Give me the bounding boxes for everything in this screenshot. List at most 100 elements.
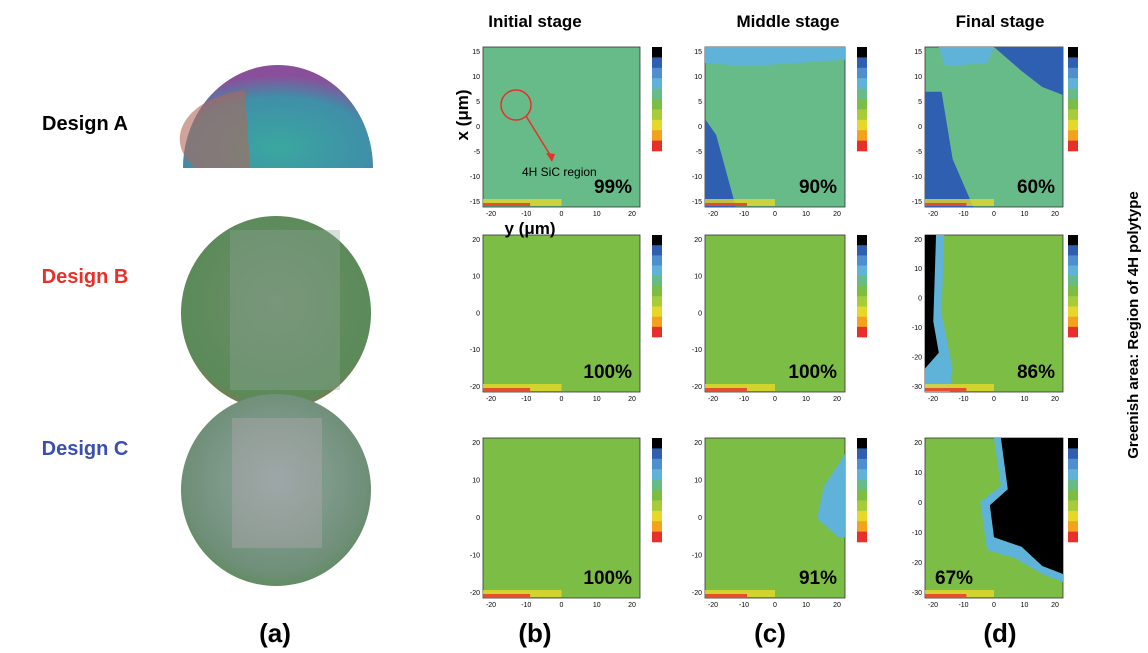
colorbar-segment <box>652 306 662 317</box>
column-header: Initial stage <box>488 12 582 31</box>
colorbar-segment <box>1068 245 1078 256</box>
vertical-tick-label: 20 <box>694 440 702 447</box>
horizontal-tick-label: 20 <box>1051 211 1059 218</box>
colorbar-segment <box>857 438 867 449</box>
colorbar-segment <box>1068 130 1078 141</box>
colorbar-segment <box>652 327 662 338</box>
percentage: 67% <box>935 568 973 589</box>
vertical-tick-label: -10 <box>912 530 922 537</box>
colorbar-segment <box>1068 459 1078 470</box>
colorbar-segment <box>652 511 662 522</box>
horizontal-tick-label: 0 <box>773 396 777 403</box>
vertical-tick-label: -30 <box>912 384 922 391</box>
edge-band <box>483 594 530 597</box>
colorbar-segment <box>652 130 662 141</box>
colorbar-segment <box>1068 500 1078 511</box>
colorbar-segment <box>857 235 867 246</box>
colorbar-segment <box>857 130 867 141</box>
colorbar-segment <box>1068 511 1078 522</box>
vertical-tick-label: -15 <box>692 199 702 206</box>
colorbar-segment <box>652 276 662 287</box>
colorbar-segment <box>857 99 867 110</box>
colorbar-segment <box>652 317 662 328</box>
vertical-tick-label: -20 <box>912 560 922 567</box>
vertical-tick-label: -5 <box>474 149 480 156</box>
vertical-tick-label: -5 <box>696 149 702 156</box>
colorbar-segment <box>857 141 867 152</box>
horizontal-tick-label: 0 <box>773 211 777 218</box>
percentage: 100% <box>583 362 632 383</box>
panel-label: (d) <box>983 618 1016 648</box>
vertical-tick-label: -20 <box>470 384 480 391</box>
vertical-tick-label: 10 <box>694 477 702 484</box>
row-label: Design C <box>42 438 129 460</box>
colorbar-segment <box>652 521 662 532</box>
horizontal-tick-label: 0 <box>992 602 996 609</box>
figure: Initial stageMiddle stageFinal stageDesi… <box>0 0 1148 653</box>
colorbar-segment <box>652 459 662 470</box>
vertical-tick-label: -10 <box>470 347 480 354</box>
horizontal-tick-label: 0 <box>992 211 996 218</box>
colorbar-segment <box>652 490 662 501</box>
colorbar-segment <box>857 469 867 480</box>
vertical-tick-label: 15 <box>472 49 480 56</box>
colorbar-segment <box>1068 306 1078 317</box>
horizontal-tick-label: -10 <box>958 211 968 218</box>
colorbar-segment <box>1068 47 1078 58</box>
horizontal-tick-label: -10 <box>521 602 531 609</box>
vertical-tick-label: 15 <box>694 49 702 56</box>
colorbar-segment <box>857 480 867 491</box>
colorbar-segment <box>1068 521 1078 532</box>
vertical-tick-label: 0 <box>698 310 702 317</box>
panel-label: (c) <box>754 618 786 648</box>
colorbar-segment <box>857 317 867 328</box>
horizontal-tick-label: -10 <box>958 602 968 609</box>
horizontal-tick-label: -10 <box>958 396 968 403</box>
horizontal-tick-label: -10 <box>739 602 749 609</box>
colorbar-segment <box>857 286 867 297</box>
colorbar-segment <box>652 266 662 277</box>
vertical-tick-label: -10 <box>912 325 922 332</box>
vertical-tick-label: -15 <box>470 199 480 206</box>
colorbar-segment <box>1068 296 1078 307</box>
colorbar-segment <box>857 109 867 120</box>
horizontal-tick-label: 20 <box>1051 602 1059 609</box>
horizontal-tick-label: 0 <box>560 602 564 609</box>
vertical-tick-label: 0 <box>698 124 702 131</box>
colorbar-segment <box>857 255 867 266</box>
vertical-tick-label: 15 <box>914 49 922 56</box>
vertical-tick-label: -5 <box>916 149 922 156</box>
vertical-tick-label: 10 <box>472 74 480 81</box>
colorbar-segment <box>857 532 867 543</box>
horizontal-tick-label: 10 <box>802 211 810 218</box>
vertical-tick-label: 20 <box>914 237 922 244</box>
horizontal-tick-label: 10 <box>593 396 601 403</box>
colorbar-segment <box>652 469 662 480</box>
horizontal-tick-label: 20 <box>833 211 841 218</box>
row-label: Design A <box>42 113 128 135</box>
vertical-tick-label: -10 <box>470 174 480 181</box>
colorbar-segment <box>652 286 662 297</box>
colorbar-segment <box>857 276 867 287</box>
vertical-tick-label: -20 <box>912 354 922 361</box>
colorbar-segment <box>1068 490 1078 501</box>
colorbar-segment <box>652 47 662 58</box>
horizontal-tick-label: -20 <box>486 602 496 609</box>
colorbar-segment <box>857 306 867 317</box>
colorbar-segment <box>857 490 867 501</box>
vertical-tick-label: 0 <box>918 124 922 131</box>
horizontal-tick-label: 10 <box>593 602 601 609</box>
vertical-tick-label: 20 <box>472 440 480 447</box>
colorbar-segment <box>1068 109 1078 120</box>
vertical-tick-label: 20 <box>472 237 480 244</box>
vertical-tick-label: -15 <box>912 199 922 206</box>
edge-band <box>483 203 530 206</box>
vertical-tick-label: 10 <box>472 274 480 281</box>
colorbar-segment <box>857 245 867 256</box>
vertical-tick-label: -10 <box>692 174 702 181</box>
colorbar-segment <box>1068 68 1078 79</box>
vertical-tick-label: -20 <box>692 590 702 597</box>
axis-label: x (μm) <box>453 89 472 140</box>
colorbar-segment <box>857 57 867 68</box>
horizontal-tick-label: 10 <box>802 602 810 609</box>
